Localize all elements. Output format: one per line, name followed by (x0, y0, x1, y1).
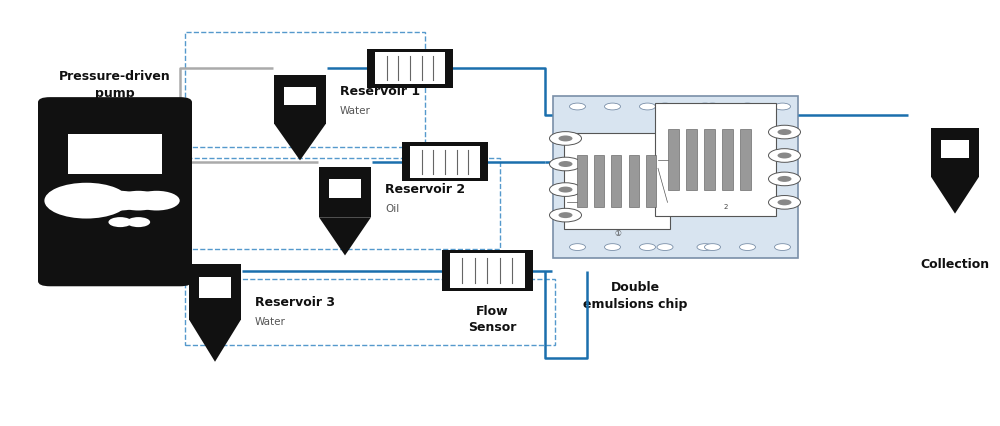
Text: Water: Water (255, 317, 286, 327)
FancyBboxPatch shape (329, 179, 361, 198)
Circle shape (570, 103, 586, 110)
Circle shape (778, 153, 792, 158)
FancyBboxPatch shape (323, 170, 367, 184)
Circle shape (604, 103, 620, 110)
FancyBboxPatch shape (284, 87, 316, 105)
Circle shape (697, 244, 713, 250)
Circle shape (640, 244, 656, 250)
Circle shape (640, 103, 656, 110)
Circle shape (740, 103, 756, 110)
Text: Reservoir 1: Reservoir 1 (340, 85, 420, 98)
Circle shape (558, 187, 572, 193)
FancyBboxPatch shape (274, 75, 326, 124)
Text: pump: pump (95, 87, 135, 100)
Text: Water: Water (340, 106, 371, 116)
FancyBboxPatch shape (189, 264, 241, 320)
Text: Pressure-driven: Pressure-driven (59, 70, 171, 83)
Circle shape (558, 161, 572, 167)
FancyBboxPatch shape (564, 133, 670, 229)
FancyBboxPatch shape (442, 250, 532, 291)
FancyBboxPatch shape (577, 155, 587, 207)
Polygon shape (189, 320, 241, 362)
Polygon shape (931, 177, 979, 213)
Circle shape (778, 176, 792, 182)
Circle shape (697, 103, 713, 110)
Circle shape (558, 135, 572, 141)
FancyBboxPatch shape (552, 96, 798, 258)
Text: ①: ① (614, 229, 621, 238)
FancyBboxPatch shape (594, 155, 604, 207)
Circle shape (127, 217, 150, 227)
FancyBboxPatch shape (941, 140, 969, 158)
FancyBboxPatch shape (410, 146, 480, 178)
FancyBboxPatch shape (611, 155, 621, 207)
Circle shape (775, 244, 791, 250)
FancyBboxPatch shape (935, 131, 975, 144)
Text: Double: Double (610, 281, 660, 294)
Polygon shape (319, 217, 371, 256)
Text: emulsions chip: emulsions chip (583, 298, 687, 311)
FancyBboxPatch shape (450, 253, 524, 288)
FancyBboxPatch shape (375, 52, 445, 84)
FancyBboxPatch shape (655, 103, 776, 216)
Circle shape (769, 125, 801, 139)
FancyBboxPatch shape (686, 130, 697, 190)
FancyBboxPatch shape (68, 135, 162, 174)
Circle shape (769, 149, 801, 162)
Text: Reservoir 2: Reservoir 2 (385, 183, 465, 196)
FancyBboxPatch shape (193, 267, 237, 282)
FancyBboxPatch shape (668, 130, 679, 190)
FancyBboxPatch shape (740, 130, 751, 190)
Circle shape (769, 196, 801, 209)
Circle shape (740, 244, 756, 250)
Circle shape (778, 129, 792, 135)
Circle shape (705, 103, 721, 110)
Text: Sensor: Sensor (468, 321, 516, 334)
Circle shape (550, 183, 582, 196)
Circle shape (778, 199, 792, 205)
FancyBboxPatch shape (704, 130, 715, 190)
Circle shape (769, 172, 801, 186)
Circle shape (108, 217, 132, 227)
FancyBboxPatch shape (629, 155, 639, 207)
FancyBboxPatch shape (367, 49, 453, 88)
FancyBboxPatch shape (646, 155, 656, 207)
FancyBboxPatch shape (722, 130, 733, 190)
Circle shape (97, 191, 143, 210)
FancyBboxPatch shape (38, 97, 192, 286)
Circle shape (115, 191, 162, 210)
Polygon shape (274, 124, 326, 160)
Circle shape (604, 244, 620, 250)
Circle shape (558, 212, 572, 218)
Circle shape (550, 157, 582, 171)
Circle shape (570, 244, 586, 250)
Circle shape (705, 244, 721, 250)
FancyBboxPatch shape (402, 142, 488, 181)
Text: Flow: Flow (476, 305, 508, 318)
FancyBboxPatch shape (199, 277, 231, 299)
Text: Collection: Collection (920, 258, 990, 271)
Text: Reservoir 3: Reservoir 3 (255, 296, 335, 309)
Circle shape (775, 103, 791, 110)
Circle shape (657, 244, 673, 250)
Text: Oil: Oil (385, 204, 399, 214)
Circle shape (657, 103, 673, 110)
FancyBboxPatch shape (931, 129, 979, 177)
Circle shape (550, 132, 582, 145)
Circle shape (44, 183, 128, 219)
Circle shape (550, 208, 582, 222)
FancyBboxPatch shape (278, 78, 322, 91)
Circle shape (134, 191, 180, 210)
FancyBboxPatch shape (319, 167, 371, 217)
Text: 2: 2 (723, 204, 728, 210)
